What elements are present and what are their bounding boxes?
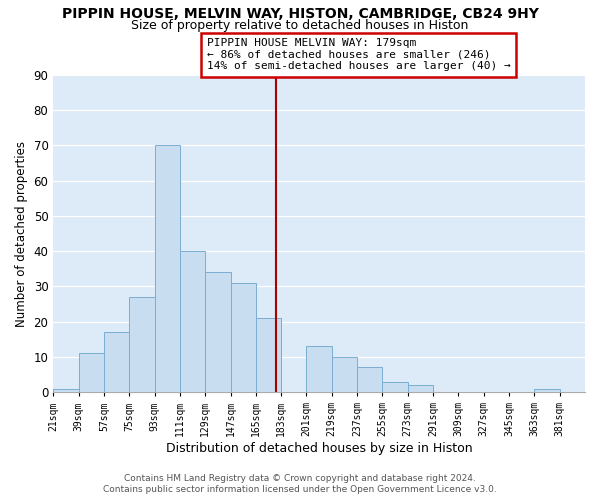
Text: PIPPIN HOUSE, MELVIN WAY, HISTON, CAMBRIDGE, CB24 9HY: PIPPIN HOUSE, MELVIN WAY, HISTON, CAMBRI… [62,8,538,22]
Bar [205,272,230,392]
Bar [53,388,79,392]
Bar [256,318,281,392]
Bar [357,368,382,392]
Text: Size of property relative to detached houses in Histon: Size of property relative to detached ho… [131,19,469,32]
Bar [180,251,205,392]
Text: PIPPIN HOUSE MELVIN WAY: 179sqm
← 86% of detached houses are smaller (246)
14% o: PIPPIN HOUSE MELVIN WAY: 179sqm ← 86% of… [206,38,511,72]
Bar [332,357,357,392]
Bar [535,388,560,392]
Y-axis label: Number of detached properties: Number of detached properties [15,140,28,326]
Bar [155,146,180,392]
X-axis label: Distribution of detached houses by size in Histon: Distribution of detached houses by size … [166,442,472,455]
Bar [79,354,104,392]
Bar [382,382,408,392]
Bar [307,346,332,392]
Bar [129,297,155,392]
Bar [104,332,129,392]
Text: Contains HM Land Registry data © Crown copyright and database right 2024.
Contai: Contains HM Land Registry data © Crown c… [103,474,497,494]
Bar [230,283,256,392]
Bar [408,385,433,392]
